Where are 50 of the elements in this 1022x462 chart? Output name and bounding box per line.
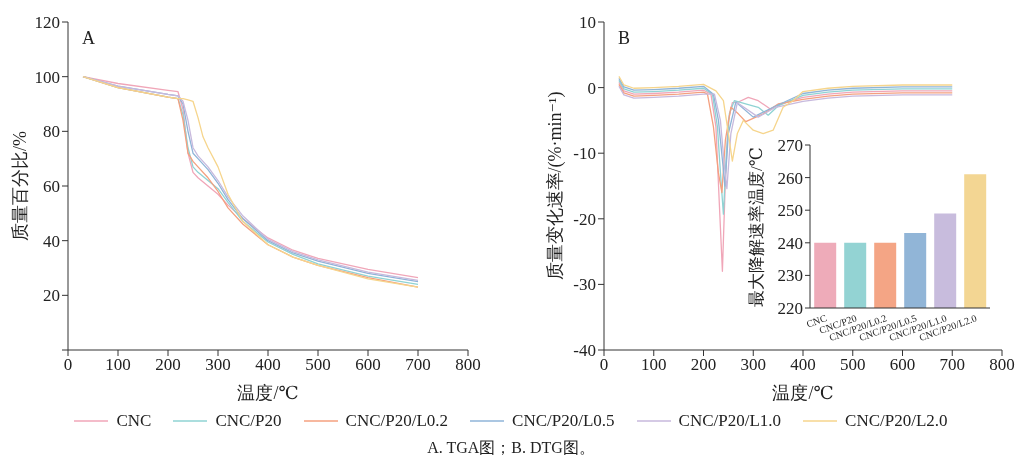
legend-label: CNC/P20/L2.0	[845, 411, 948, 431]
x-axis-title: 温度/℃	[237, 382, 299, 405]
y-tick-label: 240	[777, 233, 803, 253]
y-tick-label: 80	[43, 122, 60, 142]
text: A. TGA图；B. DTG图。	[427, 439, 595, 456]
y-tick-label: 60	[43, 177, 60, 197]
y-axis-title: 质量百分比/%	[10, 131, 31, 241]
x-tick-label: 0	[599, 355, 609, 375]
y-tick-label: 250	[777, 201, 803, 221]
y-tick-label: 100	[34, 67, 60, 87]
x-tick-label: 100	[105, 355, 131, 375]
legend-label: CNC/P20	[215, 411, 282, 431]
y-tick-label: -40	[573, 341, 596, 361]
x-tick-label: 700	[939, 355, 965, 375]
x-tick-label: 300	[205, 355, 231, 375]
x-tick-label: 100	[641, 355, 667, 375]
y-tick-label: 40	[43, 231, 60, 251]
y-tick-label: 270	[777, 136, 803, 156]
x-tick-label: 200	[690, 355, 717, 375]
x-tick-label: 200	[155, 355, 181, 375]
y-axis-title: 最大降解速率温度/℃	[746, 146, 767, 307]
legend-label: CNC/P20/L0.2	[345, 411, 449, 431]
x-tick-label: 800	[455, 355, 481, 375]
x-tick-label: 700	[405, 355, 431, 375]
x-tick-label: 400	[790, 355, 816, 375]
y-tick-label: 10	[579, 13, 596, 33]
y-tick-label: 0	[587, 78, 596, 98]
y-tick-label: 230	[777, 266, 803, 286]
y-axis-title: 质量变化速率/(%·min⁻¹)	[545, 91, 566, 281]
x-tick-label: 800	[989, 355, 1015, 375]
x-tick-label: 300	[740, 355, 766, 375]
y-tick-label: -20	[573, 209, 596, 229]
x-tick-label: 500	[305, 355, 331, 375]
legend-label: CNC/P20/L0.5	[512, 411, 615, 431]
y-tick-label: 20	[43, 286, 60, 306]
x-tick-label: 0	[63, 355, 73, 375]
annotation: A	[82, 28, 95, 49]
x-tick-label: 500	[840, 355, 866, 375]
legend-label: CNC/P20/L1.0	[678, 411, 782, 431]
y-tick-label: -30	[573, 275, 596, 295]
y-tick-label: 220	[777, 299, 803, 319]
x-axis-title: 温度/℃	[772, 382, 834, 405]
x-tick-label: 600	[889, 355, 916, 375]
x-tick-label: 400	[255, 355, 281, 375]
y-tick-label: 260	[777, 168, 803, 188]
legend-label: CNC	[116, 411, 152, 431]
y-tick-label: -10	[573, 144, 596, 164]
x-tick-label: 600	[355, 355, 381, 375]
annotation: B	[618, 28, 631, 49]
y-tick-label: 120	[34, 13, 60, 33]
